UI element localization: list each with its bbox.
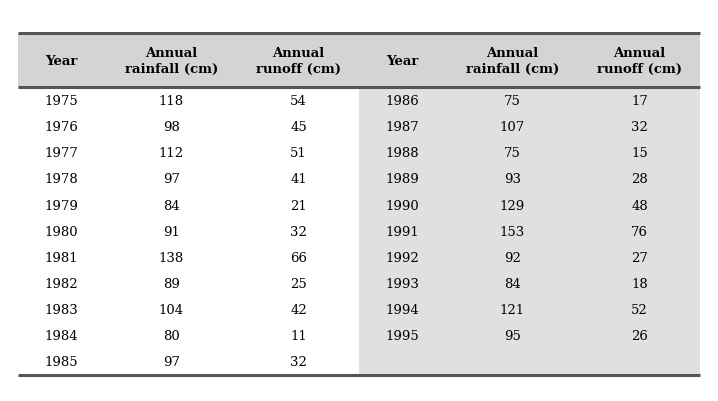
Text: 48: 48 bbox=[631, 199, 648, 212]
Text: 98: 98 bbox=[163, 121, 180, 134]
Text: 41: 41 bbox=[290, 173, 307, 186]
Text: 118: 118 bbox=[159, 95, 184, 108]
Text: 76: 76 bbox=[631, 225, 648, 238]
Text: 1982: 1982 bbox=[45, 277, 78, 290]
Text: 28: 28 bbox=[631, 173, 648, 186]
Text: 1995: 1995 bbox=[386, 329, 419, 342]
Text: 42: 42 bbox=[290, 303, 307, 316]
Text: 21: 21 bbox=[290, 199, 307, 212]
Text: 45: 45 bbox=[290, 121, 307, 134]
Text: 27: 27 bbox=[631, 251, 648, 264]
Text: 15: 15 bbox=[631, 147, 648, 160]
Text: 95: 95 bbox=[504, 329, 521, 342]
Text: Year: Year bbox=[45, 55, 78, 68]
Text: 1992: 1992 bbox=[386, 251, 419, 264]
Text: 1988: 1988 bbox=[386, 147, 419, 160]
Text: 32: 32 bbox=[631, 121, 648, 134]
Text: 1983: 1983 bbox=[45, 303, 78, 316]
Text: 97: 97 bbox=[163, 173, 180, 186]
Text: 1976: 1976 bbox=[45, 121, 78, 134]
Text: 97: 97 bbox=[163, 355, 180, 369]
Text: 18: 18 bbox=[631, 277, 648, 290]
Text: 11: 11 bbox=[290, 329, 307, 342]
Text: 92: 92 bbox=[504, 251, 521, 264]
Text: 89: 89 bbox=[163, 277, 180, 290]
Text: 26: 26 bbox=[631, 329, 648, 342]
Text: 1989: 1989 bbox=[386, 173, 419, 186]
Text: 138: 138 bbox=[159, 251, 184, 264]
Text: 1991: 1991 bbox=[386, 225, 419, 238]
Text: 1979: 1979 bbox=[45, 199, 78, 212]
Text: 1994: 1994 bbox=[386, 303, 419, 316]
Text: 129: 129 bbox=[500, 199, 525, 212]
Text: 1978: 1978 bbox=[45, 173, 78, 186]
Text: 75: 75 bbox=[504, 147, 521, 160]
Text: 1993: 1993 bbox=[386, 277, 419, 290]
Text: 25: 25 bbox=[290, 277, 307, 290]
Text: 32: 32 bbox=[290, 355, 307, 369]
Text: 52: 52 bbox=[631, 303, 648, 316]
Text: 84: 84 bbox=[504, 277, 521, 290]
Text: 80: 80 bbox=[163, 329, 180, 342]
Text: 91: 91 bbox=[163, 225, 180, 238]
Text: 1977: 1977 bbox=[45, 147, 78, 160]
Text: 1990: 1990 bbox=[386, 199, 419, 212]
Text: 1975: 1975 bbox=[45, 95, 78, 108]
Text: 93: 93 bbox=[504, 173, 521, 186]
Text: 1980: 1980 bbox=[45, 225, 78, 238]
Text: 104: 104 bbox=[159, 303, 184, 316]
Text: 1985: 1985 bbox=[45, 355, 78, 369]
Text: 17: 17 bbox=[631, 95, 648, 108]
Text: Year: Year bbox=[386, 55, 419, 68]
Text: 121: 121 bbox=[500, 303, 525, 316]
Text: 1987: 1987 bbox=[386, 121, 419, 134]
Text: 153: 153 bbox=[500, 225, 525, 238]
Text: 1981: 1981 bbox=[45, 251, 78, 264]
Text: 1984: 1984 bbox=[45, 329, 78, 342]
Text: Annual
rainfall (cm): Annual rainfall (cm) bbox=[125, 47, 218, 75]
Text: 1986: 1986 bbox=[386, 95, 419, 108]
Text: Annual
runoff (cm): Annual runoff (cm) bbox=[597, 47, 682, 75]
Text: 84: 84 bbox=[163, 199, 180, 212]
Text: Annual
rainfall (cm): Annual rainfall (cm) bbox=[466, 47, 559, 75]
Text: 66: 66 bbox=[290, 251, 307, 264]
Text: 112: 112 bbox=[159, 147, 184, 160]
Text: Annual
runoff (cm): Annual runoff (cm) bbox=[256, 47, 341, 75]
Text: 32: 32 bbox=[290, 225, 307, 238]
Text: 54: 54 bbox=[290, 95, 307, 108]
Text: 75: 75 bbox=[504, 95, 521, 108]
Text: 51: 51 bbox=[290, 147, 307, 160]
Text: 107: 107 bbox=[500, 121, 525, 134]
